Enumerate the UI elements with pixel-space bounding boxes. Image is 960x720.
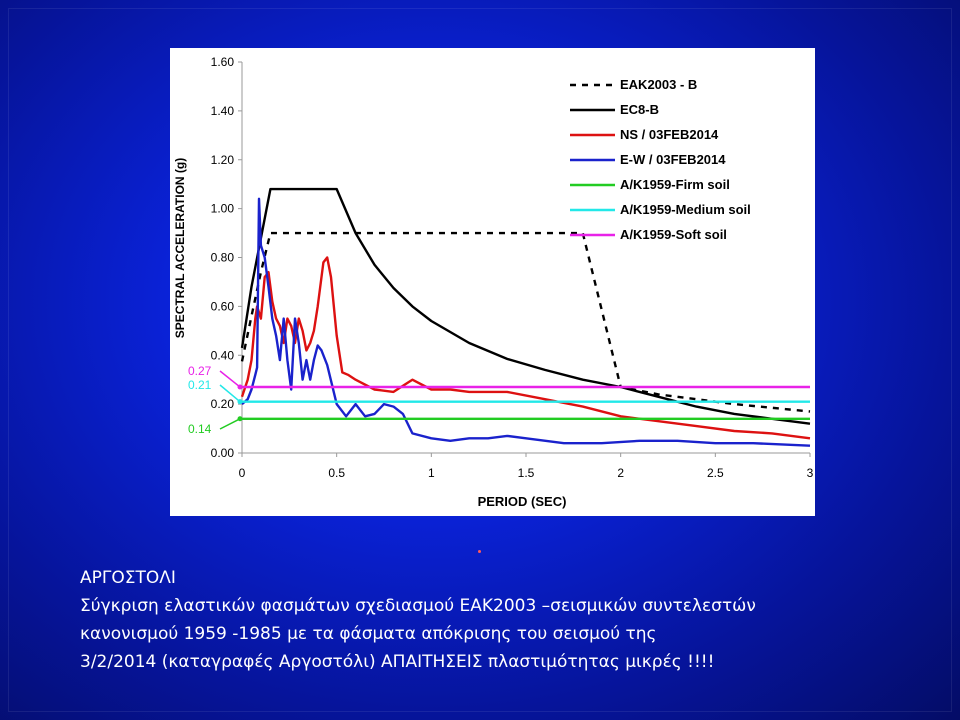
legend: EAK2003 - B EC8-B NS / 03FEB2014 E-W / 03FE…	[570, 77, 751, 242]
series-line	[240, 187, 811, 425]
x-tick-label: 2.5	[707, 466, 724, 480]
y-ticks: 0.00 0.20 0.40 0.60 0.80 1.00 1.20 1.40 1.60	[211, 55, 242, 460]
slide-frame	[8, 8, 952, 712]
x-tick-label: 1	[428, 466, 435, 480]
y-tick-label: 1.60	[211, 55, 235, 69]
y-tick-label: 0.60	[211, 299, 235, 313]
legend-label: A/K1959-Medium soil	[620, 202, 751, 217]
series-lines	[240, 187, 811, 447]
legend-label: A/K1959-Firm soil	[620, 177, 730, 192]
legend-label: A/K1959-Soft soil	[620, 227, 727, 242]
x-tick-label: 1.5	[518, 466, 535, 480]
x-ticks: 0 0.5 1 1.5 2 2.5 3	[239, 453, 814, 480]
y-tick-label: 0.20	[211, 397, 235, 411]
caption-title: ΑΡΓΟΣΤΟΛΙ	[80, 568, 176, 588]
legend-label: NS / 03FEB2014	[620, 127, 719, 142]
y-annotation-label: 0.14	[188, 422, 212, 436]
y-annotation-arrowhead	[237, 399, 243, 405]
x-tick-label: 3	[807, 466, 814, 480]
y-axis-label: SPECTRAL ACCELERATION (g)	[173, 158, 187, 338]
y-annotation-arrow	[219, 418, 241, 430]
y-annotation-arrowhead	[237, 416, 243, 422]
y-tick-label: 1.20	[211, 153, 235, 167]
y-tick-label: 0.40	[211, 348, 235, 362]
y-tick-label: 1.00	[211, 202, 235, 216]
y-annotations: 0.270.21 0.14	[188, 364, 243, 436]
x-tick-label: 2	[617, 466, 624, 480]
legend-label: EAK2003 - B	[620, 77, 697, 92]
y-annotation-arrow	[219, 370, 241, 388]
caption-line-3: 3/2/2014 (καταγραφές Αργοστόλι) ΑΠΑΙΤΗΣΕ…	[80, 652, 715, 672]
decorative-dot	[478, 550, 481, 553]
x-tick-label: 0	[239, 466, 246, 480]
y-annotation-arrowhead	[237, 384, 243, 390]
chart-panel: 0.00 0.20 0.40 0.60 0.80 1.00 1.20 1.40 1.60 0 0.…	[170, 48, 815, 516]
y-tick-label: 0.80	[211, 251, 235, 265]
x-tick-label: 0.5	[328, 466, 345, 480]
chart-svg: 0.00 0.20 0.40 0.60 0.80 1.00 1.20 1.40 1.60 0 0.…	[173, 55, 814, 509]
y-annotation-label: 0.27	[188, 364, 212, 378]
caption-line-2: κανονισμού 1959 -1985 με τα φάσματα απόκ…	[80, 624, 657, 644]
caption-line-1: Σύγκριση ελαστικών φασμάτων σχεδιασμού Ε…	[80, 596, 756, 616]
y-tick-label: 0.00	[211, 446, 235, 460]
x-axis-label: PERIOD (SEC)	[478, 494, 567, 509]
y-annotation-label: 0.21	[188, 378, 212, 392]
legend-label: EC8-B	[620, 102, 659, 117]
series-line	[240, 256, 811, 440]
legend-label: E-W / 03FEB2014	[620, 152, 726, 167]
series-line	[241, 197, 811, 447]
y-annotation-arrow	[219, 384, 241, 403]
y-tick-label: 1.40	[211, 104, 235, 118]
